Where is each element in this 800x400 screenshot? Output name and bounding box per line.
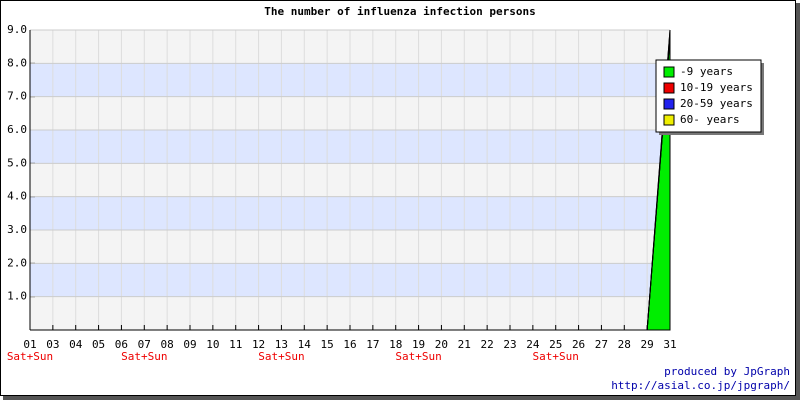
- x-tick-label: 11: [229, 338, 242, 351]
- x-tick-label: 20: [435, 338, 448, 351]
- legend-swatch: [663, 82, 675, 94]
- x-sublabel: Sat+Sun: [395, 350, 441, 363]
- x-sublabel: Sat+Sun: [533, 350, 579, 363]
- x-tick-label: 28: [618, 338, 631, 351]
- x-tick-label: 22: [481, 338, 494, 351]
- legend-swatch: [663, 66, 675, 78]
- x-sublabel: Sat+Sun: [258, 350, 304, 363]
- x-tick-label: 14: [298, 338, 312, 351]
- y-tick-label: 4.0: [7, 190, 27, 203]
- x-tick-label: 07: [138, 338, 151, 351]
- x-sublabel: Sat+Sun: [7, 350, 53, 363]
- x-tick-label: 13: [275, 338, 288, 351]
- x-tick-label: 06: [115, 338, 128, 351]
- x-tick-label: 18: [389, 338, 402, 351]
- chart-title: The number of influenza infection person…: [264, 5, 536, 18]
- x-tick-label: 12: [252, 338, 265, 351]
- x-tick-label: 03: [46, 338, 59, 351]
- x-tick-label: 17: [366, 338, 379, 351]
- x-tick-label: 25: [549, 338, 562, 351]
- y-tick-label: 7.0: [7, 90, 27, 103]
- x-tick-label: 24: [526, 338, 540, 351]
- legend-label: 20-59 years: [680, 97, 753, 110]
- credit: produced by JpGraph: [664, 365, 790, 378]
- x-tick-label: 15: [321, 338, 334, 351]
- x-tick-label: 27: [595, 338, 608, 351]
- legend-label: 60- years: [680, 113, 740, 126]
- y-tick-label: 3.0: [7, 223, 27, 236]
- x-tick-label: 23: [503, 338, 516, 351]
- y-tick-label: 8.0: [7, 56, 27, 69]
- x-tick-label: 21: [458, 338, 471, 351]
- x-tick-label: 31: [663, 338, 676, 351]
- legend-label: 10-19 years: [680, 81, 753, 94]
- legend-swatch: [663, 114, 675, 126]
- x-tick-label: 04: [69, 338, 83, 351]
- x-tick-label: 09: [183, 338, 196, 351]
- x-tick-label: 26: [572, 338, 585, 351]
- legend-label: -9 years: [680, 65, 733, 78]
- y-tick-label: 9.0: [7, 23, 27, 36]
- x-tick-label: 29: [641, 338, 654, 351]
- x-tick-label: 01: [23, 338, 36, 351]
- credit: http://asial.co.jp/jpgraph/: [611, 379, 790, 392]
- y-tick-label: 6.0: [7, 123, 27, 136]
- x-tick-label: 05: [92, 338, 105, 351]
- y-tick-label: 5.0: [7, 156, 27, 169]
- y-tick-label: 1.0: [7, 290, 27, 303]
- x-tick-label: 16: [343, 338, 356, 351]
- legend-swatch: [663, 98, 675, 110]
- x-sublabel: Sat+Sun: [121, 350, 167, 363]
- y-tick-label: 2.0: [7, 256, 27, 269]
- x-tick-label: 08: [161, 338, 174, 351]
- x-tick-label: 10: [206, 338, 219, 351]
- x-tick-label: 19: [412, 338, 425, 351]
